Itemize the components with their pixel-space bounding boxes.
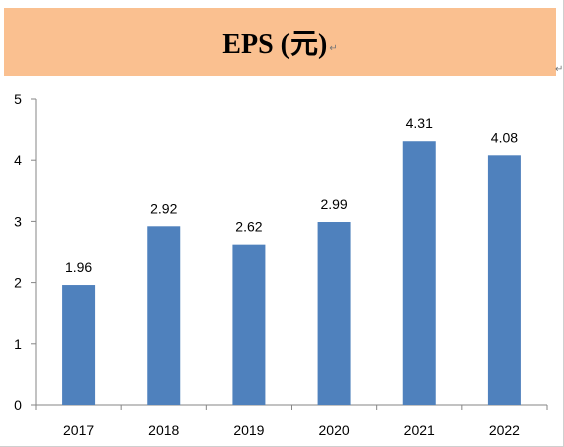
- y-tick-label: 3: [14, 213, 22, 229]
- bar-2021: [402, 141, 436, 405]
- x-tick-label-2021: 2021: [404, 422, 435, 438]
- chart-title: EPS (元): [222, 29, 328, 60]
- bar-2018: [147, 226, 181, 405]
- x-tick-label-2022: 2022: [489, 422, 520, 438]
- y-tick-label: 0: [14, 397, 22, 413]
- bar-2017: [62, 285, 96, 405]
- bar-2019: [232, 244, 266, 405]
- y-tick-label: 5: [14, 91, 22, 107]
- data-label-2017: 1.96: [65, 259, 92, 275]
- y-tick-label: 4: [14, 152, 22, 168]
- x-tick-label-2020: 2020: [319, 422, 350, 438]
- y-tick-label: 2: [14, 275, 22, 291]
- data-label-2020: 2.99: [320, 196, 347, 212]
- paragraph-mark-icon: ↵: [329, 42, 338, 54]
- bar-2020: [317, 222, 351, 405]
- data-label-2019: 2.62: [235, 219, 262, 235]
- data-label-2021: 4.31: [406, 115, 433, 131]
- chart-title-banner: EPS (元) ↵: [4, 8, 556, 76]
- x-tick-label-2017: 2017: [63, 422, 94, 438]
- y-tick-label: 1: [14, 336, 22, 352]
- data-label-2022: 4.08: [491, 129, 518, 145]
- paragraph-mark-corner-icon: ↵: [555, 64, 564, 75]
- x-tick-label-2019: 2019: [233, 422, 264, 438]
- x-tick-label-2018: 2018: [148, 422, 179, 438]
- data-label-2018: 2.92: [150, 200, 177, 216]
- bar-2022: [487, 155, 521, 405]
